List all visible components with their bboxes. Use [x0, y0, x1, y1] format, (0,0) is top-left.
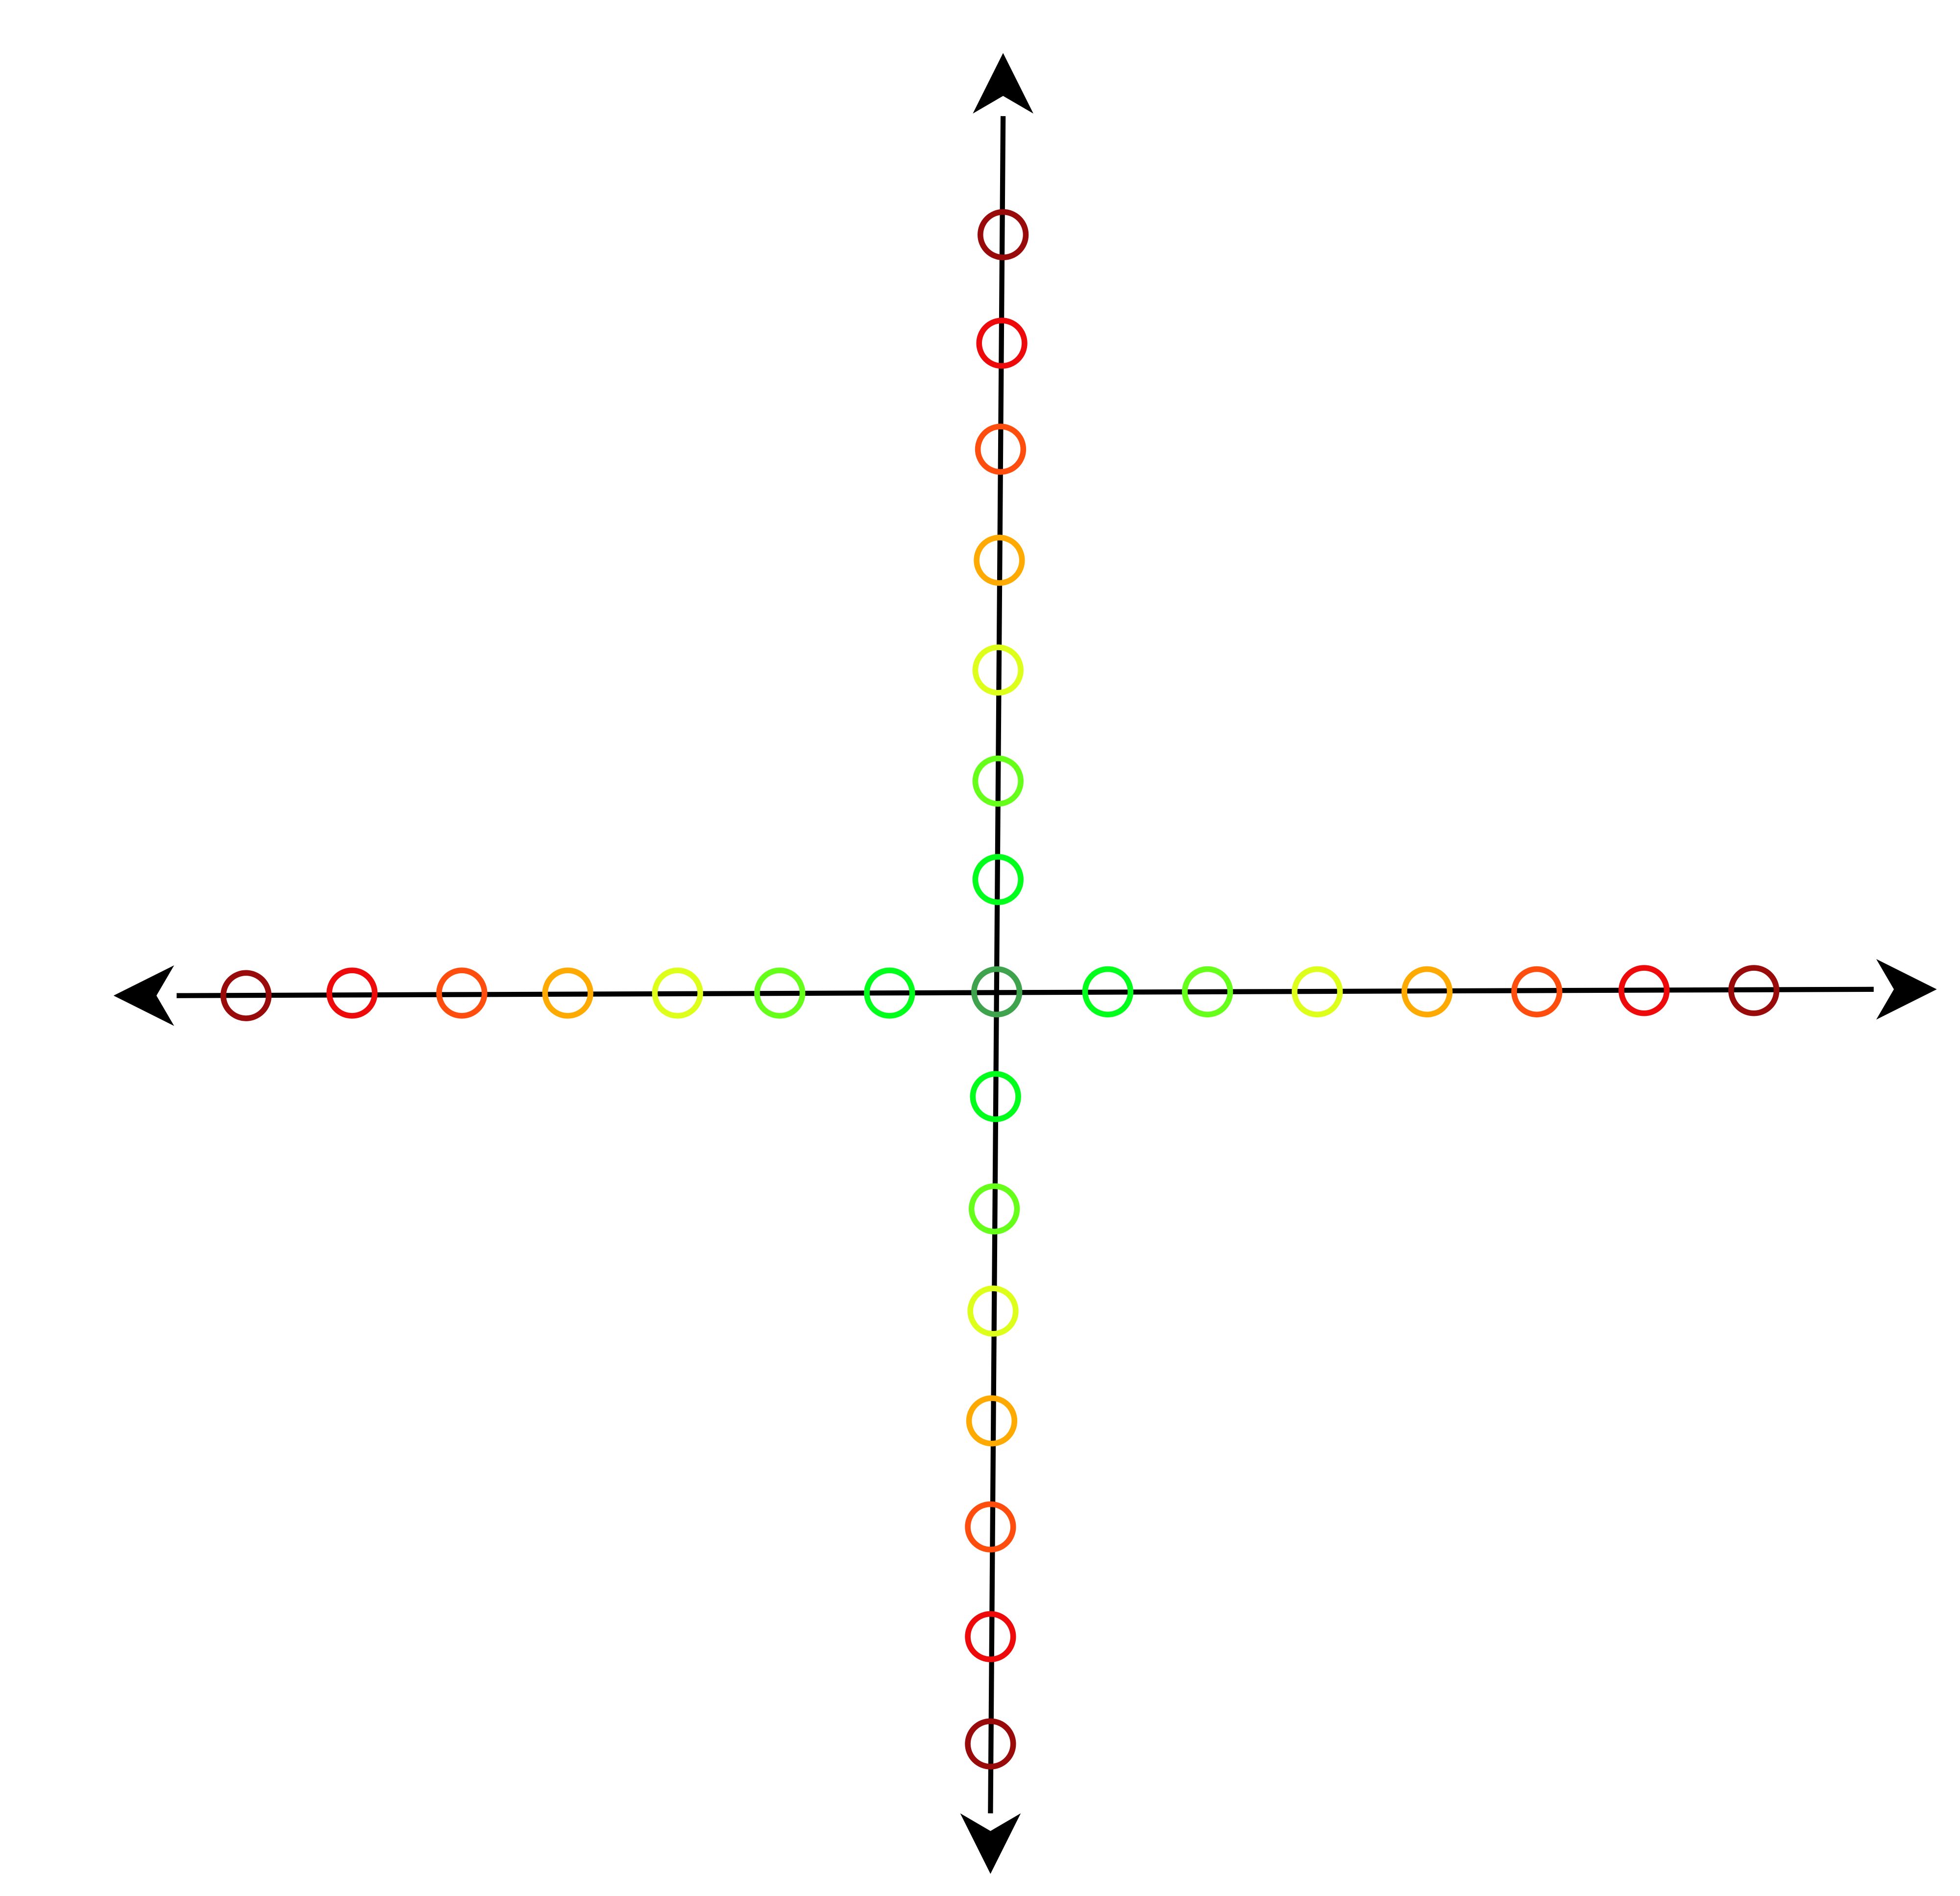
arrow-up-icon [973, 53, 1033, 114]
y-axis-line [988, 116, 1006, 1814]
ring-up-4 [974, 535, 1025, 586]
ring-right-5 [1511, 966, 1563, 1018]
axes [113, 53, 1937, 1874]
ring-left-4 [542, 967, 593, 1019]
ring-down-3 [967, 1285, 1019, 1337]
ring-down-2 [968, 1183, 1020, 1234]
ring-up-3 [972, 644, 1024, 696]
ring-up-2 [972, 755, 1024, 807]
ring-up-6 [976, 318, 1028, 369]
ring-right-4 [1401, 966, 1453, 1018]
ring-right-6 [1618, 965, 1670, 1016]
ring-up-1 [972, 854, 1024, 905]
ring-right-2 [1182, 966, 1233, 1018]
ring-right-7 [1728, 965, 1780, 1016]
arrow-left-icon [113, 965, 174, 1026]
ring-left-1 [864, 967, 915, 1019]
arrow-down-icon [960, 1813, 1021, 1874]
ring-down-7 [965, 1718, 1016, 1770]
ring-up-7 [977, 209, 1029, 261]
distance-rings [220, 209, 1780, 1770]
ring-down-5 [965, 1501, 1016, 1552]
ring-left-6 [326, 967, 378, 1019]
origin-ring [971, 966, 1023, 1018]
arrow-right-icon [1876, 959, 1937, 1020]
ring-left-2 [754, 967, 806, 1019]
ring-down-4 [966, 1395, 1018, 1447]
ring-up-5 [975, 423, 1027, 475]
ring-down-1 [970, 1071, 1021, 1122]
ring-right-1 [1082, 966, 1133, 1018]
ring-left-5 [436, 967, 488, 1019]
ring-left-7 [220, 970, 272, 1021]
ring-left-3 [652, 967, 703, 1019]
x-axis-line [176, 986, 1874, 998]
ring-down-6 [965, 1611, 1016, 1662]
ring-right-3 [1292, 966, 1343, 1018]
